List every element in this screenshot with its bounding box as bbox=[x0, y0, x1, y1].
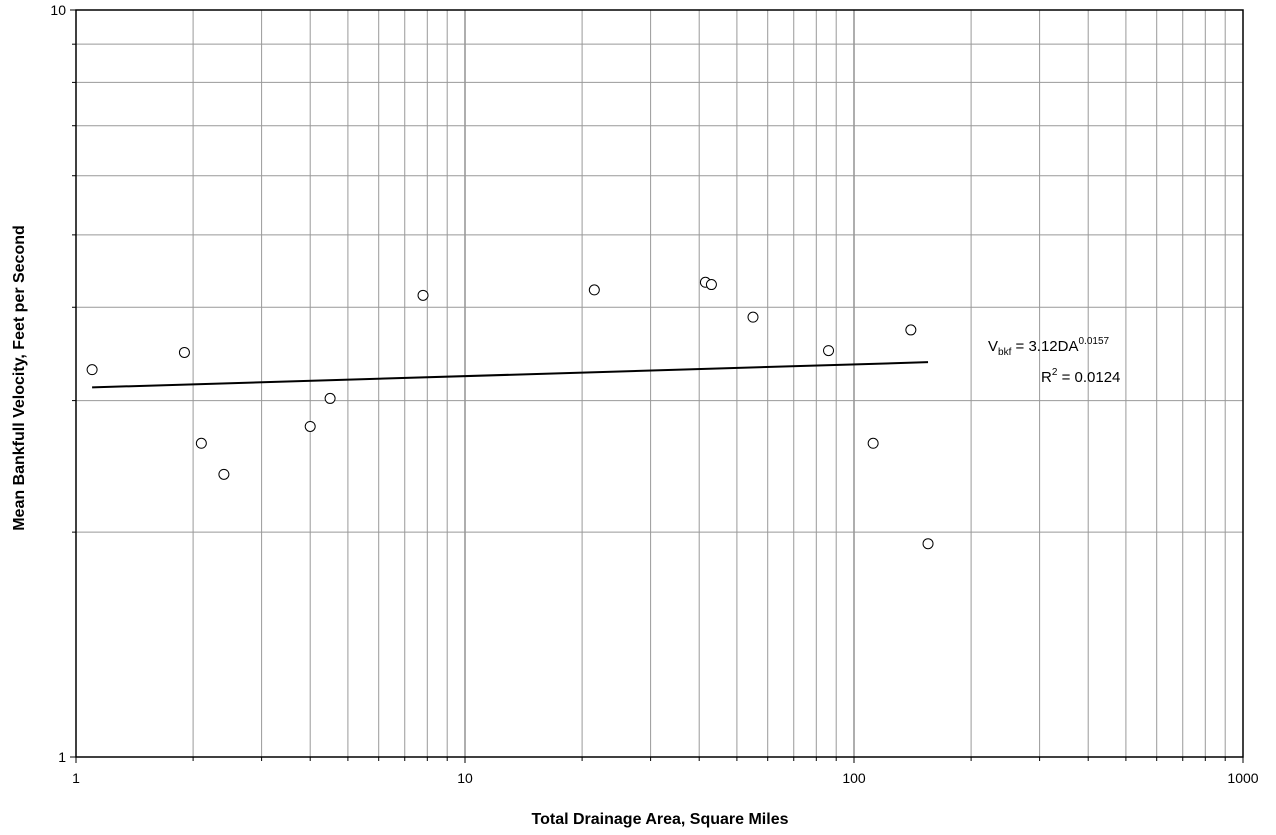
r-squared-label: R2 = 0.0124 bbox=[1041, 367, 1120, 386]
data-point bbox=[905, 324, 917, 336]
plot-frame bbox=[75, 9, 1244, 758]
data-point bbox=[304, 420, 316, 432]
axes bbox=[70, 9, 1244, 763]
x-tick-label: 1 bbox=[72, 770, 80, 786]
data-point bbox=[324, 392, 336, 404]
y-tick-label: 1 bbox=[58, 749, 66, 765]
data-point bbox=[705, 279, 717, 291]
x-tick-labels: 1 10 100 1000 bbox=[72, 770, 1259, 786]
trendline-equation: Vbkf = 3.12DA0.0157 bbox=[988, 336, 1110, 358]
data-point bbox=[747, 311, 759, 323]
data-point bbox=[823, 345, 835, 357]
r-squared-exponent: 2 bbox=[1052, 367, 1058, 378]
trendline bbox=[92, 361, 929, 389]
data-point bbox=[86, 364, 98, 376]
x-tick-label: 10 bbox=[457, 770, 473, 786]
data-point bbox=[922, 538, 934, 550]
data-points bbox=[86, 276, 934, 550]
r-squared-value: = 0.0124 bbox=[1057, 369, 1120, 386]
equation-exponent: 0.0157 bbox=[1079, 336, 1110, 347]
data-point bbox=[867, 437, 879, 449]
grid-lines bbox=[76, 10, 1243, 757]
equation-body: = 3.12DA bbox=[1011, 338, 1078, 355]
r-squared-symbol: R bbox=[1041, 369, 1052, 386]
data-point bbox=[588, 284, 600, 296]
data-point bbox=[417, 289, 429, 301]
data-point bbox=[178, 346, 190, 358]
y-tick-labels: 1 10 bbox=[50, 2, 66, 765]
x-tick-label: 100 bbox=[842, 770, 866, 786]
trendline-group bbox=[92, 361, 929, 389]
data-point bbox=[195, 437, 207, 449]
x-tick-label: 1000 bbox=[1227, 770, 1258, 786]
y-tick-label: 10 bbox=[50, 2, 66, 18]
y-axis-label: Mean Bankfull Velocity, Feet per Second bbox=[11, 225, 28, 531]
x-axis-label: Total Drainage Area, Square Miles bbox=[532, 811, 789, 828]
equation-subscript: bkf bbox=[998, 347, 1012, 358]
data-point bbox=[218, 468, 230, 480]
equation-variable: V bbox=[988, 338, 998, 355]
